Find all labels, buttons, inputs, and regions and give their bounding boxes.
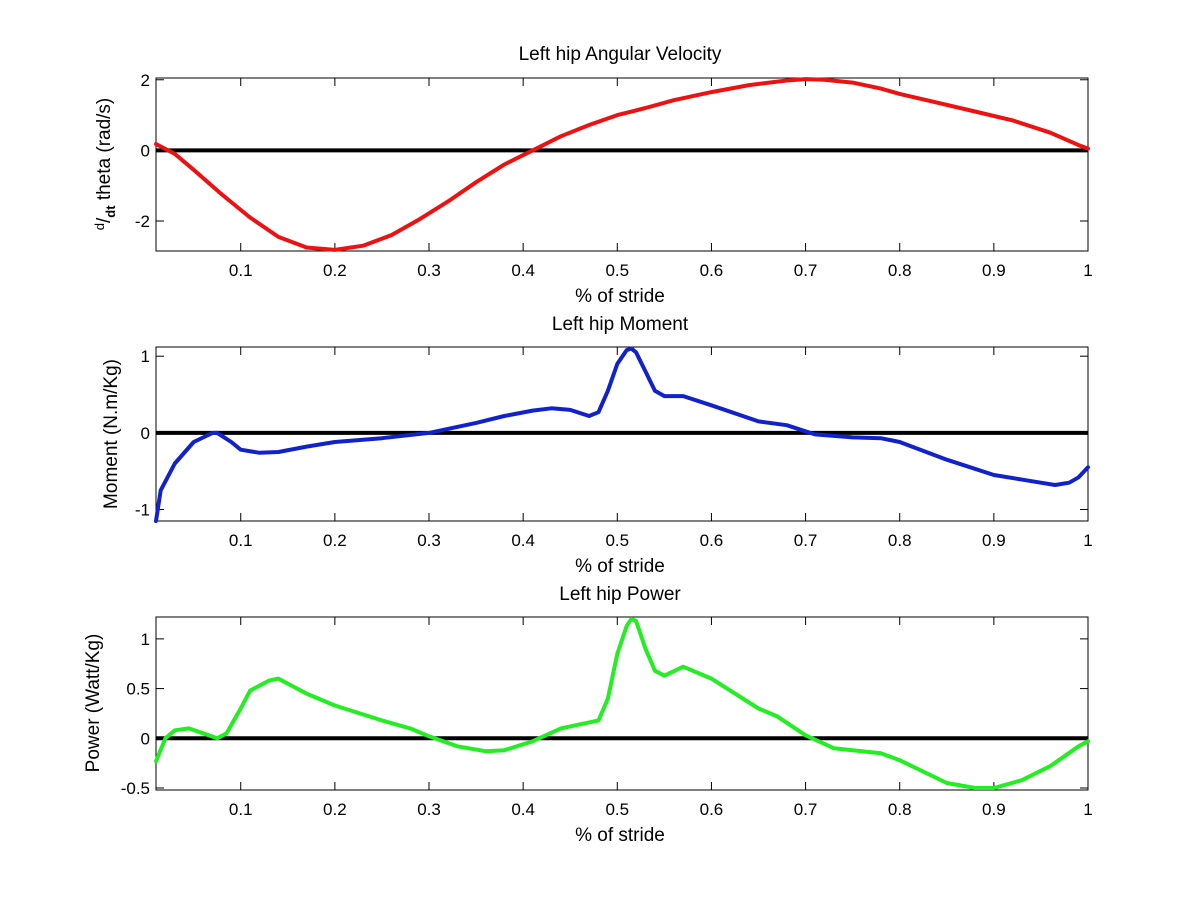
power-ylabel: Power (Watt/Kg) [83,634,104,773]
power-ytick-label: 0 [141,729,150,748]
moment-xtick-label: 0.3 [417,531,441,550]
power-xtick-label: 0.3 [417,800,441,819]
angular-velocity-title: Left hip Angular Velocity [519,44,722,65]
power-ytick-label: 1 [141,630,150,649]
moment-ytick-label: 1 [141,347,150,366]
moment-panel: Left hip Moment % of stride Moment (N.m/… [101,314,1093,577]
moment-xtick-label: 0.2 [323,531,347,550]
angular-velocity-xtick-label: 0.3 [417,261,441,280]
angular-velocity-xtick-label: 0.8 [888,261,912,280]
angular-velocity-xtick-label: 0.5 [605,261,629,280]
moment-xtick-label: 0.7 [794,531,818,550]
power-ytick-label: -0.5 [121,779,150,798]
power-ytick-label: 0.5 [126,680,150,699]
moment-xtick-label: 0.9 [982,531,1006,550]
ylabel-slash: / [94,217,115,223]
moment-title: Left hip Moment [552,314,689,335]
angular-velocity-axes-box [155,77,1089,252]
power-panel: Left hip Power % of stride Power (Watt/K… [83,584,1093,846]
ylabel-rest: theta (rad/s) [94,98,115,206]
angular-velocity-series-line [154,77,1090,252]
power-xtick-label: 1 [1083,800,1092,819]
angular-velocity-ytick-label: -2 [135,212,150,231]
moment-ytick-label: 0 [141,424,150,443]
power-xtick-label: 0.2 [323,800,347,819]
angular-velocity-xtick-label: 0.2 [323,261,347,280]
power-xtick-label: 0.8 [888,800,912,819]
power-xlabel: % of stride [575,825,665,846]
angular-velocity-xtick-label: 0.1 [229,261,253,280]
moment-xtick-label: 0.5 [605,531,629,550]
power-xtick-label: 0.5 [605,800,629,819]
moment-xtick-label: 0.6 [700,531,724,550]
moment-ylabel: Moment (N.m/Kg) [101,359,122,509]
power-xtick-label: 0.6 [700,800,724,819]
angular-velocity-xtick-label: 0.9 [982,261,1006,280]
moment-xtick-label: 1 [1083,531,1092,550]
angular-velocity-ytick-label: 2 [141,71,150,90]
angular-velocity-xtick-label: 0.4 [511,261,535,280]
moment-ytick-label: -1 [135,501,150,520]
angular-velocity-xlabel: % of stride [575,286,665,307]
ylabel-d-superscript: d [92,223,107,230]
moment-series-line [154,346,1090,523]
angular-velocity-ylabel: d/dt theta (rad/s) [92,98,118,231]
moment-xtick-label: 0.8 [888,531,912,550]
power-xtick-label: 0.4 [511,800,535,819]
angular-velocity-xtick-label: 1 [1083,261,1092,280]
angular-velocity-xtick-label: 0.7 [794,261,818,280]
power-series-line [154,617,1090,790]
power-xtick-label: 0.9 [982,800,1006,819]
moment-xtick-label: 0.1 [229,531,253,550]
moment-xtick-label: 0.4 [511,531,535,550]
angular-velocity-xtick-label: 0.6 [700,261,724,280]
moment-xlabel: % of stride [575,556,665,577]
power-xtick-label: 0.7 [794,800,818,819]
power-xtick-label: 0.1 [229,800,253,819]
power-title: Left hip Power [559,584,681,605]
angular-velocity-ytick-label: 0 [141,141,150,160]
angular-velocity-panel: Left hip Angular Velocity % of stride d/… [92,44,1093,307]
ylabel-dt-subscript: dt [103,205,118,218]
power-axes-box [155,616,1089,791]
